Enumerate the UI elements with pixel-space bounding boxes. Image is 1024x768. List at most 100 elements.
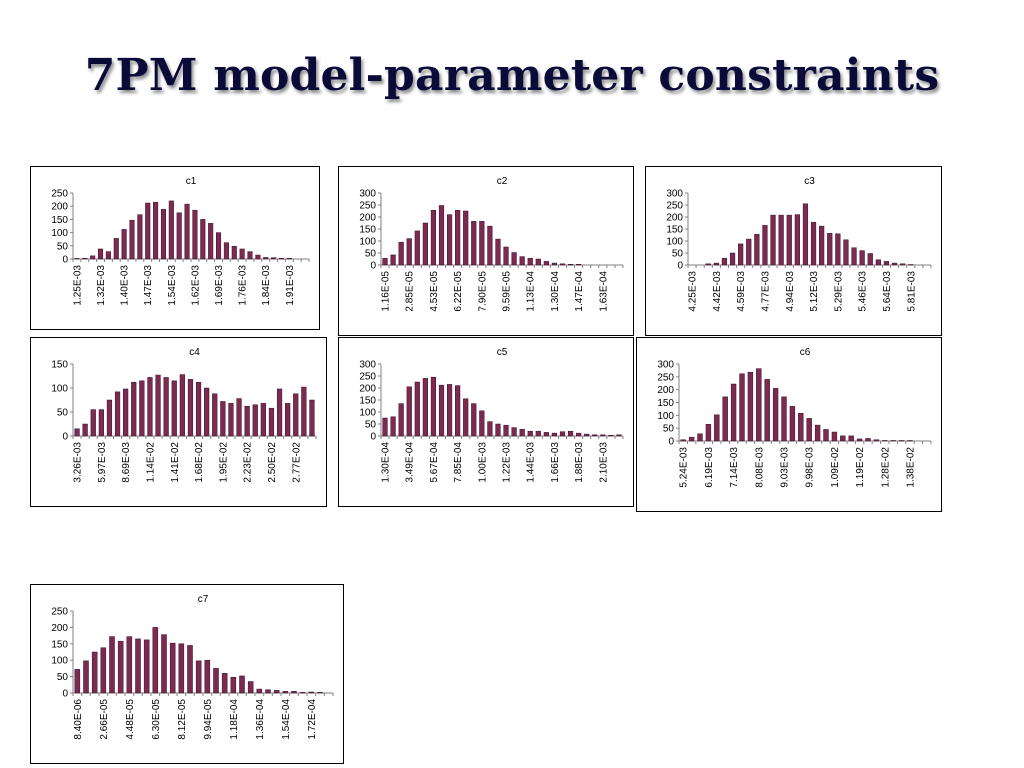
histogram-bar (764, 379, 770, 442)
x-tick-label: 1.28E-02 (880, 447, 891, 488)
y-tick-label: 0 (668, 437, 674, 448)
chart-c7: c7 0 50 100 150 200 250 8.40E-06 2.66E-05 4.48E-0… (30, 584, 344, 764)
histogram-bar (900, 263, 906, 266)
histogram-bar (446, 214, 453, 266)
y-tick-label: 300 (666, 189, 683, 200)
histogram-bar (438, 205, 445, 266)
x-tick-label: 4.48E-05 (125, 699, 136, 740)
histogram-bar (856, 438, 863, 442)
histogram-bar (680, 439, 686, 442)
x-tick-label: 5.97E-03 (97, 442, 108, 483)
x-tick-label: 1.44E-03 (526, 442, 537, 483)
x-tick-label: 7.14E-03 (729, 447, 740, 488)
histogram-bar (106, 399, 113, 437)
histogram-bar (176, 212, 182, 260)
histogram-bar (463, 398, 469, 437)
histogram-bar (195, 660, 202, 694)
histogram-bar (721, 258, 728, 266)
x-tick-label: 2.10E-03 (598, 442, 609, 483)
histogram-bar (471, 221, 477, 266)
histogram-bar (187, 645, 193, 694)
histogram-bar (187, 379, 194, 437)
histogram-bar (293, 393, 299, 437)
x-tick-label: 1.47E-03 (143, 265, 154, 306)
histogram-bar (220, 401, 226, 437)
histogram-bar (90, 409, 96, 437)
x-tick-label: 1.68E-02 (194, 442, 205, 483)
x-tick-label: 1.32E-03 (96, 265, 107, 306)
histogram-bar (256, 688, 263, 694)
x-tick-label: 1.36E-04 (255, 699, 266, 740)
x-tick-label: 1.62E-03 (190, 265, 201, 306)
x-tick-label: 5.46E-03 (858, 271, 869, 312)
histogram-bar (126, 636, 133, 694)
histogram-bar (463, 210, 469, 266)
histogram-bar (301, 386, 307, 437)
y-tick-label: 50 (57, 408, 69, 419)
histogram-bar (479, 410, 485, 437)
histogram-bar (843, 239, 849, 266)
chart-title: c1 (186, 176, 197, 187)
x-tick-label: 1.40E-03 (120, 265, 131, 306)
histogram-bar (309, 399, 315, 437)
chart-title: c6 (800, 347, 811, 358)
histogram-bar (584, 433, 590, 437)
x-tick-label: 6.19E-03 (704, 447, 715, 488)
x-tick-label: 8.12E-05 (177, 699, 188, 740)
histogram-bar (527, 430, 533, 437)
histogram-bar (299, 692, 306, 694)
histogram-bar (161, 634, 167, 694)
histogram-bar (859, 250, 865, 266)
y-tick-label: 0 (370, 432, 376, 443)
histogram-bar (422, 378, 428, 437)
histogram-bar (455, 385, 461, 437)
chart-title: c4 (189, 347, 200, 358)
x-tick-label: 8.08E-03 (754, 447, 765, 488)
histogram-bar (260, 403, 266, 437)
y-tick-label: 50 (57, 672, 69, 683)
histogram-bar (105, 251, 111, 260)
y-tick-label: 150 (51, 215, 68, 226)
histogram-bar (145, 202, 151, 260)
histogram-bar (398, 241, 404, 266)
histogram-bar (204, 659, 211, 694)
histogram-bar (91, 651, 98, 694)
histogram-bar (265, 689, 271, 694)
x-tick-label: 1.38E-02 (906, 447, 917, 488)
histogram-bar (754, 234, 760, 266)
histogram-bar (317, 692, 323, 694)
histogram-bar (221, 673, 228, 694)
chart-c4: c4 0 50 100 150 3.26E-03 5.97E-03 8.69E-03 1.14E… (30, 337, 327, 507)
chart-c7-svg: c7 0 50 100 150 200 250 8.40E-06 2.66E-05 4.48E-0… (51, 594, 334, 740)
x-tick-label: 1.30E-04 (550, 271, 561, 312)
histogram-bar (865, 438, 871, 442)
histogram-bar (163, 377, 169, 437)
histogram-bar (82, 423, 88, 437)
histogram-bar (168, 200, 174, 260)
histogram-bar (519, 256, 525, 266)
histogram-bar (697, 433, 703, 442)
y-tick-label: 150 (51, 360, 68, 371)
histogram-bar (131, 381, 137, 437)
histogram-bar (74, 669, 81, 694)
histogram-bar (184, 203, 190, 260)
histogram-bar (438, 384, 445, 437)
x-tick-label: 2.50E-02 (267, 442, 278, 483)
chart-c2: c2 0 50 100 150 200 250 300 1.16E-05 2.85E-05 4.53… (338, 166, 634, 336)
histogram-bar (239, 248, 245, 260)
x-tick-label: 1.72E-04 (307, 699, 318, 740)
histogram-bar (216, 232, 222, 260)
histogram-bar (600, 434, 606, 437)
y-tick-label: 0 (62, 255, 68, 266)
histogram-bar (487, 225, 493, 266)
x-tick-label: 5.29E-03 (833, 271, 844, 312)
histogram-bar (883, 261, 890, 266)
histogram-bar (848, 435, 854, 442)
y-tick-label: 200 (51, 202, 68, 213)
y-tick-label: 50 (365, 420, 377, 431)
histogram-bar (382, 258, 388, 266)
x-tick-label: 9.59E-05 (502, 271, 513, 312)
histogram-bar (446, 384, 453, 437)
y-tick-label: 250 (51, 607, 68, 618)
